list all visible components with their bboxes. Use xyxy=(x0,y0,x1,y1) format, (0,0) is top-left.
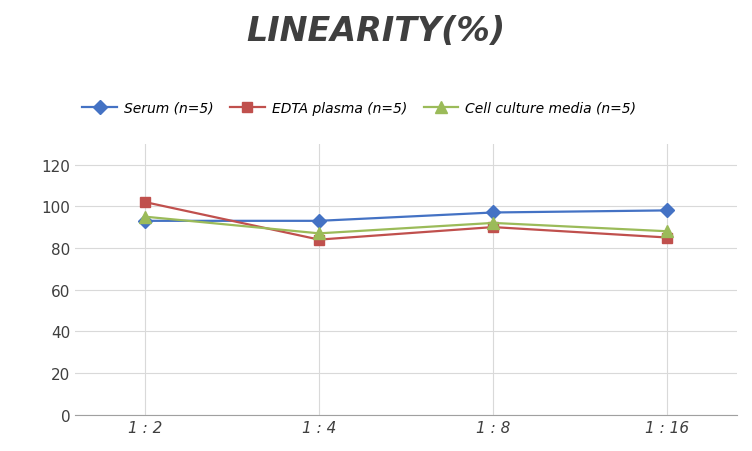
Cell culture media (n=5) xyxy=(663,229,672,235)
EDTA plasma (n=5) xyxy=(489,225,498,230)
Serum (n=5) xyxy=(489,210,498,216)
EDTA plasma (n=5) xyxy=(663,235,672,241)
Cell culture media (n=5) xyxy=(141,215,150,220)
Legend: Serum (n=5), EDTA plasma (n=5), Cell culture media (n=5): Serum (n=5), EDTA plasma (n=5), Cell cul… xyxy=(82,102,636,116)
Line: EDTA plasma (n=5): EDTA plasma (n=5) xyxy=(140,198,672,245)
Line: Cell culture media (n=5): Cell culture media (n=5) xyxy=(139,212,673,239)
Serum (n=5) xyxy=(314,219,323,224)
Text: LINEARITY(%): LINEARITY(%) xyxy=(247,15,505,48)
Serum (n=5) xyxy=(141,219,150,224)
Cell culture media (n=5) xyxy=(489,221,498,226)
Cell culture media (n=5) xyxy=(314,231,323,236)
Serum (n=5) xyxy=(663,208,672,214)
Line: Serum (n=5): Serum (n=5) xyxy=(140,206,672,226)
EDTA plasma (n=5) xyxy=(141,200,150,205)
EDTA plasma (n=5) xyxy=(314,237,323,243)
